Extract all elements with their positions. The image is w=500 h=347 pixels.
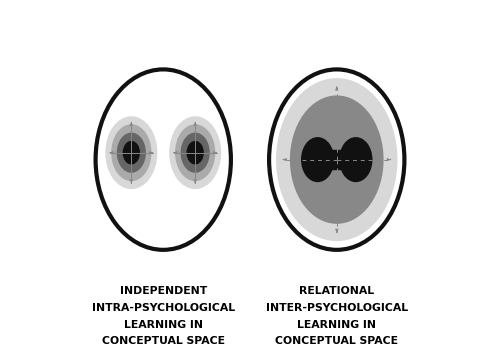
Ellipse shape (269, 69, 404, 250)
Text: INTER-PSYCHOLOGICAL: INTER-PSYCHOLOGICAL (266, 303, 408, 313)
Text: INTRA-PSYCHOLOGICAL: INTRA-PSYCHOLOGICAL (92, 303, 235, 313)
Ellipse shape (175, 124, 216, 181)
Ellipse shape (339, 137, 372, 182)
Text: CONCEPTUAL SPACE: CONCEPTUAL SPACE (102, 336, 225, 346)
Ellipse shape (276, 78, 398, 241)
Ellipse shape (329, 150, 344, 169)
Ellipse shape (301, 137, 334, 182)
Text: LEARNING IN: LEARNING IN (124, 320, 203, 330)
Ellipse shape (117, 133, 146, 173)
Text: CONCEPTUAL SPACE: CONCEPTUAL SPACE (275, 336, 398, 346)
Text: RELATIONAL: RELATIONAL (299, 286, 374, 296)
Ellipse shape (180, 133, 210, 173)
Text: LEARNING IN: LEARNING IN (297, 320, 376, 330)
Ellipse shape (186, 141, 204, 164)
Text: INDEPENDENT: INDEPENDENT (120, 286, 207, 296)
Ellipse shape (106, 116, 158, 189)
Ellipse shape (96, 69, 231, 250)
Ellipse shape (290, 95, 384, 224)
Polygon shape (318, 150, 356, 169)
Ellipse shape (169, 116, 221, 189)
Ellipse shape (122, 141, 140, 164)
Ellipse shape (111, 124, 152, 181)
